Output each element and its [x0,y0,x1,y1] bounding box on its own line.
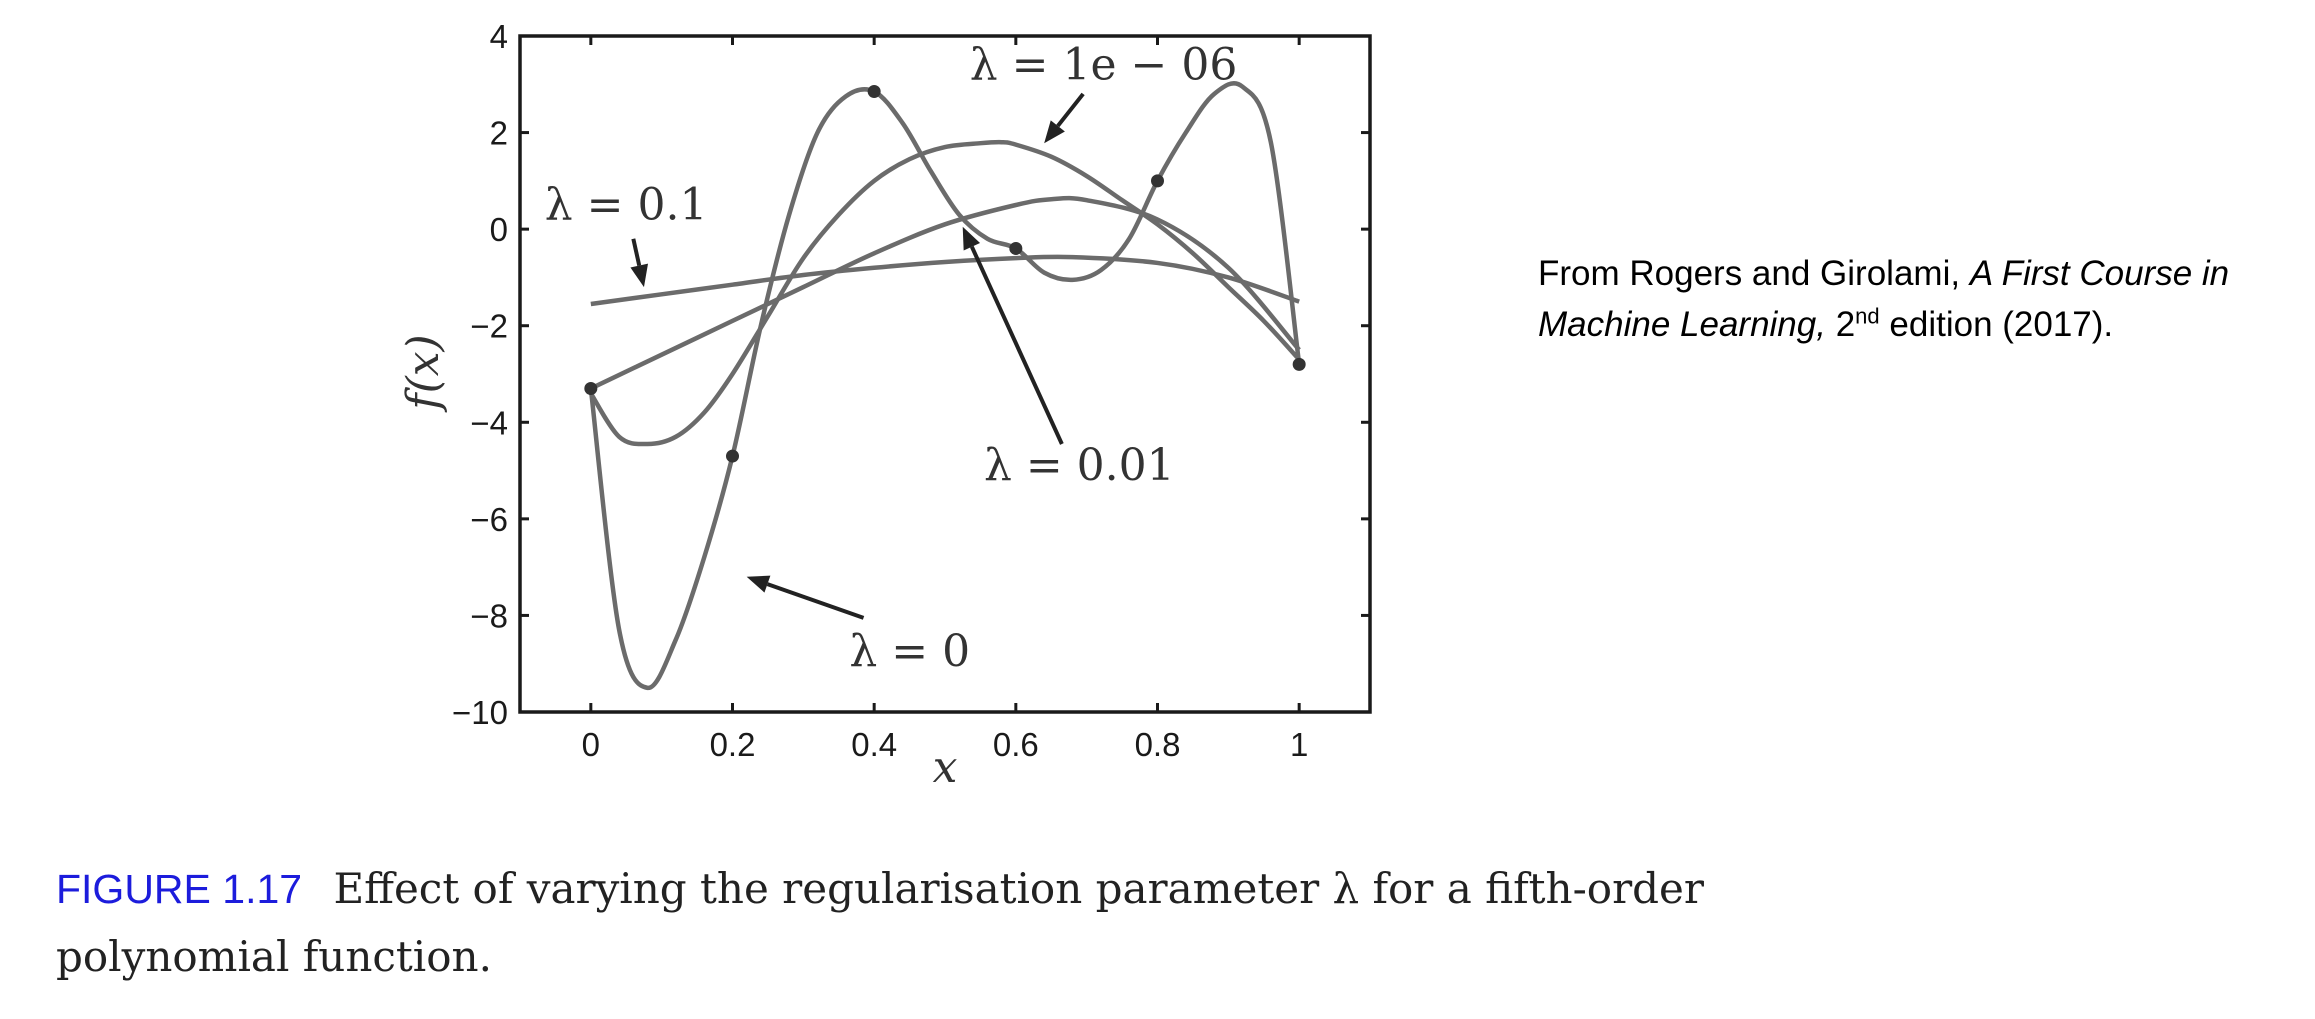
source-rest: edition (2017). [1889,305,2114,344]
y-tick-label: −8 [470,597,508,634]
annotation-arrow [970,245,1064,445]
data-points [584,85,1306,463]
annotation-arrowhead [962,226,981,251]
x-tick-label: 1 [1290,726,1308,763]
y-tick-label: 0 [490,211,508,248]
data-point [726,449,739,463]
annotation-arrowhead [746,575,771,593]
y-tick-label: 4 [490,18,508,55]
series-line-1 [588,139,1301,447]
edition-suffix: nd [1855,303,1880,329]
source-prefix: From Rogers and Girolami, [1538,254,1961,293]
x-tick-label: 0.6 [993,726,1039,763]
data-point [584,381,598,395]
x-tick-label: 0.8 [1135,726,1181,763]
data-point [1292,357,1306,371]
regularisation-chart: 0 0.2 0.4 0.6 0.8 1 4 2 0 −2 −4 −6 −8 −10 λ = 1e − 06… [398,18,1372,793]
data-point [867,85,881,99]
figure-number: FIGURE 1.17 [56,866,303,912]
x-tick-label: 0.2 [710,726,756,763]
series-line-0 [588,81,1302,691]
y-tick-label: −6 [470,501,508,538]
y-tick-label: −10 [452,694,508,731]
series-line-3 [590,254,1300,307]
series-line-2 [589,195,1301,391]
curve-label: λ = 0 [849,626,970,677]
annotation-arrow [766,582,865,620]
y-axis-label: f(x) [398,334,449,412]
y-tick-label: −4 [470,404,508,441]
plot-area-frame [518,34,1372,714]
curve-label: λ = 0.1 [545,179,708,230]
x-axis-label: x [933,742,958,793]
curves [588,81,1302,691]
axis-tick-labels: 0 0.2 0.4 0.6 0.8 1 4 2 0 −2 −4 −6 −8 −10 [452,18,1308,763]
x-tick-label: 0.4 [851,726,897,763]
x-tick-label: 0 [582,726,600,763]
source-note: From Rogers and Girolami, A First Course… [1538,248,2298,350]
curve-label: λ = 0.01 [984,440,1175,491]
data-point [1009,241,1023,255]
edition-number: 2 [1835,305,1856,344]
annotation-arrowhead [630,263,649,288]
book-title: A First Course in Machine Learning, [1538,254,2230,344]
annotation-arrowhead [1044,120,1065,144]
curve-label: λ = 1e − 06 [970,39,1238,90]
figure-caption: FIGURE 1.17 Effect of varying the regula… [56,855,1756,991]
caption-text: Effect of varying the regularisation par… [56,864,1704,981]
annotations: λ = 1e − 06 λ = 0.1 λ = 0.01 λ = 0 [545,39,1238,677]
y-tick-label: 2 [490,115,508,152]
y-tick-label: −2 [470,308,508,345]
annotation-arrow [631,238,642,267]
data-point [1151,174,1164,188]
annotation-arrow [1056,92,1085,128]
axis-ticks [520,34,1370,714]
